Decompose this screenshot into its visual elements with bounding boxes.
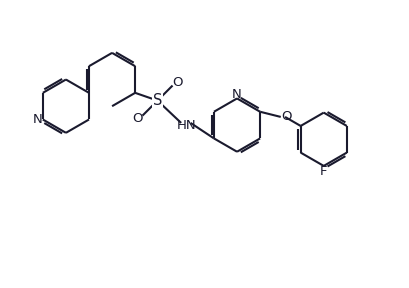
Text: F: F — [320, 164, 328, 178]
Text: N: N — [232, 88, 242, 101]
Text: S: S — [153, 93, 162, 108]
Text: O: O — [281, 110, 292, 124]
Text: N: N — [33, 113, 43, 126]
Text: O: O — [132, 112, 143, 125]
Text: O: O — [173, 76, 183, 89]
Text: HN: HN — [177, 120, 196, 132]
